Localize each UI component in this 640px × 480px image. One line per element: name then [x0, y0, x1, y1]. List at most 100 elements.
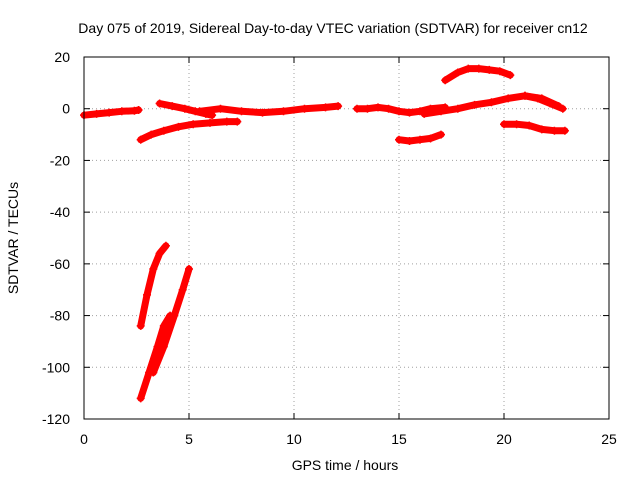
data-point [470, 100, 479, 109]
series-line [500, 120, 569, 135]
data-point [550, 126, 559, 135]
series-arc-9 [500, 120, 569, 135]
data-point [560, 126, 569, 135]
y-tick-label: 20 [54, 49, 70, 65]
data-point [134, 106, 143, 115]
y-tick-label: -100 [42, 359, 70, 375]
plot-frame [83, 56, 610, 420]
data-point [92, 109, 101, 118]
x-tick-label: 5 [185, 431, 193, 447]
data-point [353, 104, 361, 113]
data-point [474, 64, 483, 73]
data-point [159, 321, 168, 330]
data-point [159, 126, 168, 135]
data-point [546, 99, 555, 108]
data-point [525, 121, 534, 130]
data-point [195, 107, 204, 116]
data-point [233, 117, 242, 126]
data-point [117, 107, 126, 116]
series-line [137, 312, 174, 402]
data-point [533, 94, 542, 103]
x-tick-label: 10 [286, 431, 302, 447]
data-point [155, 249, 164, 258]
data-point [437, 130, 445, 139]
data-point [206, 118, 214, 127]
x-tick-label: 20 [496, 431, 512, 447]
x-tick-label: 25 [601, 431, 617, 447]
data-point [464, 64, 473, 73]
series-line [521, 92, 567, 113]
y-tick-label: -20 [50, 152, 70, 168]
data-point [300, 104, 309, 113]
data-point [416, 135, 424, 144]
series-arc-5 [353, 103, 450, 117]
x-tick-label: 0 [80, 431, 88, 447]
series-arc-4 [195, 102, 343, 117]
y-tick-label: 0 [62, 101, 70, 117]
y-tick-label: -60 [50, 256, 70, 272]
y-tick-label: -40 [50, 204, 70, 220]
data-point [395, 135, 403, 144]
data-point [395, 107, 403, 116]
data-point [504, 94, 513, 103]
data-point [374, 103, 382, 112]
data-point [485, 65, 494, 74]
series-layer [80, 64, 569, 403]
data-point [405, 108, 414, 117]
data-point [558, 104, 567, 113]
data-point [149, 368, 158, 377]
series-line [137, 118, 241, 144]
data-point [180, 104, 189, 113]
series-line [137, 242, 170, 330]
data-point [155, 99, 164, 108]
data-point [174, 122, 183, 131]
data-point [136, 135, 145, 144]
series-arc-11 [136, 241, 170, 330]
data-point [170, 311, 179, 320]
data-point [512, 120, 521, 129]
data-point [537, 125, 546, 134]
series-arc-10 [521, 91, 567, 113]
data-point [426, 134, 435, 143]
data-point [405, 137, 414, 146]
tick-layer: 0 5 10 15 20 25 20 0 -20 -40 -60 -80 -100 -120 [42, 49, 617, 447]
data-point [453, 104, 462, 113]
data-point [237, 107, 246, 116]
y-tick-label: -120 [42, 411, 70, 427]
data-point [279, 107, 288, 116]
series-arc-7 [441, 64, 515, 85]
data-point [500, 120, 508, 129]
data-point [437, 107, 445, 116]
y-tick-label: -80 [50, 308, 70, 324]
series-arc-1 [80, 106, 143, 120]
data-point [130, 106, 139, 115]
data-point [453, 68, 462, 77]
data-point [161, 241, 170, 250]
data-point [334, 102, 343, 111]
x-tick-label: 15 [391, 431, 407, 447]
series-line [149, 265, 193, 376]
data-point [487, 98, 496, 107]
data-point [105, 108, 114, 117]
data-point [521, 91, 529, 100]
data-point [420, 109, 429, 118]
data-point [149, 265, 158, 274]
data-point [189, 120, 198, 129]
chart-title: Day 075 of 2019, Sidereal Day-to-day VTE… [78, 20, 588, 36]
data-point [178, 285, 187, 294]
data-point [363, 104, 372, 113]
data-point [506, 71, 515, 80]
series-arc-3 [136, 117, 242, 144]
series-arc-13 [149, 265, 193, 377]
data-point [159, 342, 168, 351]
data-point [136, 394, 145, 403]
data-point [222, 117, 231, 126]
series-arc-6 [395, 130, 445, 146]
series-arc-12 [136, 311, 175, 403]
y-axis-title: SDTVAR / TECUs [5, 182, 21, 294]
data-point [136, 321, 145, 330]
data-point [143, 290, 151, 299]
data-point [258, 108, 267, 117]
data-point [168, 102, 177, 111]
